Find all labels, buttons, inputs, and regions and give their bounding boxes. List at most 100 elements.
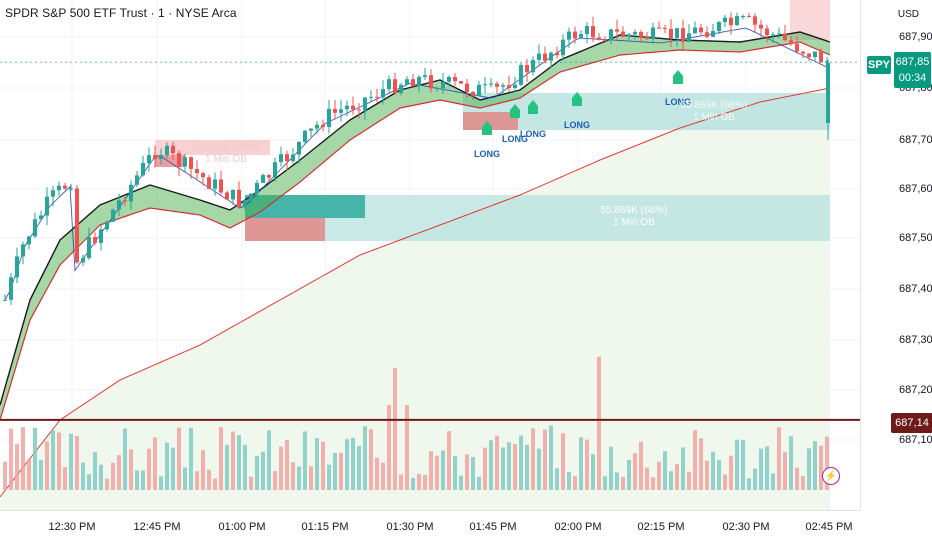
price-tick: 687,70 bbox=[899, 134, 932, 146]
volume-bar bbox=[225, 444, 229, 490]
volume-bar bbox=[819, 445, 823, 490]
candle-body bbox=[159, 154, 163, 160]
candle-body bbox=[207, 177, 211, 189]
last-price-badge: 687,85 00:34 bbox=[894, 52, 931, 88]
volume-bar bbox=[591, 454, 595, 490]
candle-body bbox=[549, 52, 553, 61]
time-scale[interactable]: 12:30 PM 12:45 PM 01:00 PM 01:15 PM 01:3… bbox=[0, 510, 860, 551]
candle-body bbox=[369, 96, 373, 98]
chart-pane[interactable]: SPDR S&P 500 ETF Trust · 1 · NYSE Arca L… bbox=[0, 0, 860, 510]
candle-body bbox=[255, 182, 259, 194]
candle-body bbox=[807, 53, 811, 58]
candle-body bbox=[357, 109, 361, 111]
volume-bar bbox=[807, 448, 811, 490]
candle-body bbox=[249, 193, 253, 201]
volume-bar bbox=[255, 455, 259, 490]
candle-body bbox=[519, 65, 523, 85]
volume-bar bbox=[783, 451, 787, 490]
volume-bar bbox=[471, 457, 475, 490]
candle-body bbox=[189, 157, 193, 169]
volume-bar bbox=[33, 427, 37, 490]
volume-bar bbox=[297, 466, 301, 490]
candle-body bbox=[93, 236, 97, 243]
candle-body bbox=[27, 236, 31, 245]
order-block bbox=[155, 140, 270, 155]
candle-body bbox=[621, 31, 625, 37]
volume-bar bbox=[495, 435, 499, 490]
volume-bar bbox=[489, 440, 493, 490]
candle-body bbox=[789, 40, 793, 44]
volume-bar bbox=[153, 437, 157, 490]
volume-bar bbox=[555, 468, 559, 490]
horizontal-line-price-badge: 687,14 bbox=[891, 413, 932, 433]
lightning-icon[interactable]: ⚡ bbox=[822, 467, 840, 485]
candle-body bbox=[795, 43, 799, 52]
volume-bar bbox=[693, 430, 697, 490]
volume-bar bbox=[609, 446, 613, 490]
volume-bar bbox=[387, 405, 391, 490]
price-scale[interactable]: USD 687,90 687,80 687,70 687,60 687,50 6… bbox=[860, 0, 932, 510]
candle-body bbox=[753, 16, 757, 25]
volume-bar bbox=[423, 474, 427, 490]
volume-bar bbox=[321, 441, 325, 490]
volume-bar bbox=[615, 472, 619, 490]
volume-bar bbox=[813, 441, 817, 490]
volume-bar bbox=[69, 433, 73, 490]
price-tick: 687,90 bbox=[899, 31, 932, 43]
candle-body bbox=[417, 76, 421, 87]
volume-bar bbox=[789, 436, 793, 490]
volume-bar bbox=[459, 475, 463, 490]
volume-bar bbox=[213, 478, 217, 490]
time-tick: 01:45 PM bbox=[469, 521, 517, 533]
volume-bar bbox=[573, 476, 577, 490]
volume-bar bbox=[99, 464, 103, 490]
volume-bar bbox=[375, 457, 379, 490]
volume-bar bbox=[525, 444, 529, 490]
volume-bar bbox=[513, 444, 517, 490]
time-tick: 01:00 PM bbox=[218, 521, 266, 533]
symbol-badge: SPY bbox=[867, 56, 891, 74]
order-block-label: 55.869K (66%) 1 Min OB bbox=[681, 100, 748, 124]
candle-body bbox=[765, 28, 769, 36]
symbol-title[interactable]: SPDR S&P 500 ETF Trust · 1 · NYSE Arca bbox=[5, 6, 237, 20]
long-signal-label: LONG bbox=[564, 120, 590, 130]
candle-body bbox=[603, 39, 607, 41]
volume-bar bbox=[39, 460, 43, 490]
volume-bar bbox=[201, 450, 205, 490]
candle-body bbox=[213, 179, 217, 189]
candle-body bbox=[615, 29, 619, 32]
volume-bar bbox=[771, 473, 775, 490]
currency-label[interactable]: USD bbox=[897, 9, 919, 20]
volume-bar bbox=[441, 450, 445, 490]
candle-body bbox=[537, 53, 541, 60]
candle-body bbox=[153, 155, 157, 160]
vwap-line bbox=[0, 87, 831, 498]
volume-bar bbox=[51, 430, 55, 490]
candle-body bbox=[543, 53, 547, 61]
candle-body bbox=[15, 256, 19, 278]
volume-bar bbox=[663, 451, 667, 490]
candle-body bbox=[321, 124, 325, 127]
candle-body bbox=[201, 173, 205, 178]
candle-body bbox=[657, 27, 661, 29]
long-signal-icon bbox=[673, 70, 683, 84]
volume-bar bbox=[435, 455, 439, 490]
volume-bar bbox=[189, 427, 193, 490]
long-signal-icon bbox=[510, 104, 520, 118]
ema-fast-line bbox=[0, 31, 831, 406]
volume-bar bbox=[363, 426, 367, 490]
price-chart[interactable] bbox=[0, 0, 860, 510]
candle-body bbox=[453, 76, 457, 82]
volume-bar bbox=[675, 464, 679, 490]
candle-body bbox=[309, 128, 313, 131]
candle-body bbox=[645, 37, 649, 40]
candle-body bbox=[573, 31, 577, 39]
volume-bar bbox=[231, 431, 235, 490]
long-signal-icon bbox=[528, 100, 538, 114]
candle-body bbox=[699, 27, 703, 33]
volume-bar bbox=[105, 478, 109, 490]
volume-bar bbox=[87, 474, 91, 490]
candle-body bbox=[63, 185, 67, 189]
candle-body bbox=[681, 28, 685, 42]
long-signal-label: LONG bbox=[502, 134, 528, 144]
